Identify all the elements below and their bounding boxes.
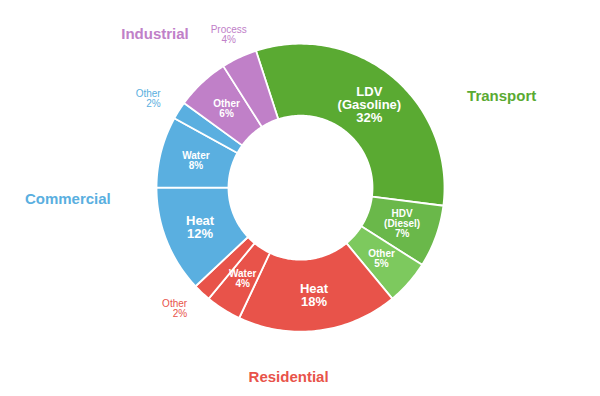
svg-text:Commercial: Commercial (25, 190, 111, 207)
svg-text:Industrial: Industrial (121, 25, 189, 42)
svg-text:HDV(Diesel)7%: HDV(Diesel)7% (384, 208, 420, 239)
svg-text:Other2%: Other2% (162, 298, 188, 319)
svg-text:Residential: Residential (249, 368, 329, 385)
svg-text:Heat12%: Heat12% (186, 213, 215, 241)
svg-text:LDV(Gasoline)32%: LDV(Gasoline)32% (338, 84, 402, 125)
svg-text:Heat18%: Heat18% (300, 281, 329, 309)
svg-text:Other2%: Other2% (136, 88, 162, 109)
svg-text:Other5%: Other5% (368, 248, 395, 269)
svg-text:Transport: Transport (467, 87, 536, 104)
svg-text:Water8%: Water8% (182, 150, 210, 171)
svg-text:Process4%: Process4% (211, 24, 247, 45)
svg-text:Other6%: Other6% (213, 98, 240, 119)
svg-text:Water4%: Water4% (229, 268, 257, 289)
